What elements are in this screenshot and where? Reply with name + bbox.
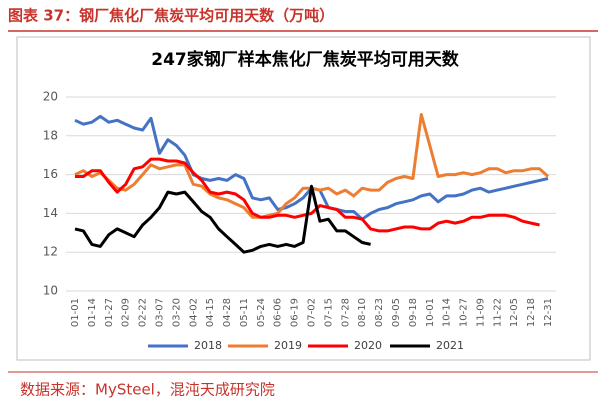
- x-tick-label: 02-22: [138, 298, 149, 327]
- x-tick-label: 04-15: [205, 298, 216, 327]
- x-tick-label: 10-01: [425, 298, 436, 327]
- x-tick-label: 05-24: [256, 298, 267, 327]
- x-tick-label: 07-28: [340, 298, 351, 327]
- x-tick-label: 01-27: [104, 298, 115, 327]
- y-tick-label: 12: [43, 245, 58, 259]
- x-tick-label: 01-01: [70, 298, 81, 327]
- x-tick-label: 05-11: [239, 298, 250, 327]
- footer-source: 数据来源：MySteel，混沌天成研究院: [20, 381, 275, 399]
- x-tick-label: 12-31: [543, 298, 554, 327]
- x-tick-label: 07-15: [323, 298, 334, 327]
- header-title: 图表 37：钢厂焦化厂焦炭平均可用天数（万吨）: [8, 7, 334, 25]
- series-line: [74, 184, 371, 254]
- x-tick-label: 11-09: [475, 298, 486, 327]
- x-tick-label: 03-07: [154, 298, 165, 327]
- y-tick-label: 16: [43, 167, 58, 181]
- x-tick-label: 03-20: [171, 298, 182, 327]
- x-tick-label: 09-18: [408, 298, 419, 327]
- x-tick-label: 06-19: [290, 298, 301, 327]
- x-tick-label: 02-09: [121, 298, 132, 327]
- x-tick-label: 09-05: [391, 298, 402, 327]
- legend-label: 2018: [194, 339, 222, 352]
- x-tick-label: 11-22: [492, 298, 503, 327]
- x-tick-label: 10-27: [459, 298, 470, 327]
- x-tick-label: 07-02: [307, 298, 318, 327]
- x-tick-label: 04-02: [188, 298, 199, 327]
- legend-label: 2020: [354, 339, 382, 352]
- y-tick-label: 18: [43, 128, 58, 142]
- x-tick-label: 04-28: [222, 298, 233, 327]
- x-tick-label: 06-06: [273, 298, 284, 327]
- x-tick-label: 10-14: [442, 298, 453, 327]
- legend-label: 2021: [436, 339, 464, 352]
- x-tick-label: 12-18: [526, 298, 537, 327]
- x-tick-label: 08-10: [357, 298, 368, 327]
- x-tick-label: 08-23: [374, 298, 385, 327]
- y-tick-label: 10: [43, 284, 58, 298]
- legend-label: 2019: [274, 339, 302, 352]
- chart-title: 247家钢厂样本焦化厂焦炭平均可用天数: [151, 49, 459, 70]
- x-tick-label: 12-05: [509, 298, 520, 327]
- x-tick-label: 01-14: [87, 298, 98, 327]
- y-tick-label: 20: [43, 90, 58, 104]
- y-tick-label: 14: [43, 206, 58, 220]
